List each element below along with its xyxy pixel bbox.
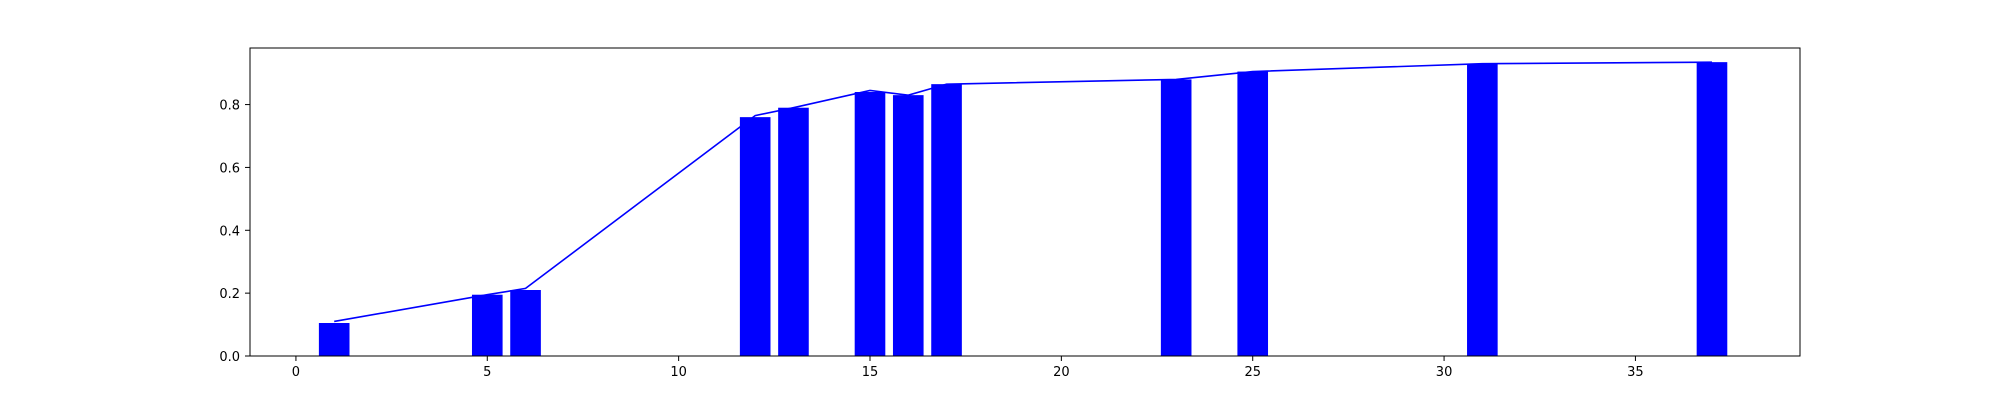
bar: [778, 107, 809, 356]
y-tick-label: 0.0: [219, 350, 240, 365]
y-tick-label: 0.2: [219, 287, 240, 302]
x-tick-label: 0: [292, 365, 300, 380]
y-tick-label: 0.4: [219, 224, 240, 239]
bar: [1696, 62, 1728, 357]
bar: [318, 323, 350, 356]
y-tick-label: 0.6: [219, 161, 240, 176]
bar-series: [318, 62, 1728, 357]
x-tick-label: 35: [1627, 365, 1644, 380]
x-tick-label: 10: [670, 365, 687, 380]
line: [334, 61, 1712, 323]
x-tick-label: 15: [862, 365, 879, 380]
bar: [1160, 79, 1192, 356]
x-tick-label: 5: [483, 365, 491, 380]
bar: [1467, 63, 1498, 356]
x-tick-label: 25: [1244, 365, 1261, 380]
y-tick-label: 0.8: [219, 99, 240, 114]
line-series: [334, 61, 1712, 323]
x-tick-label: 20: [1053, 365, 1070, 380]
x-tick-label: 30: [1436, 365, 1453, 380]
bar: [739, 117, 771, 357]
x-axis: 0 5 10 15 20 25 30 35: [292, 356, 1644, 380]
y-axis: 0.0 0.2 0.4 0.6 0.8: [219, 99, 250, 365]
bar: [510, 290, 541, 356]
bar: [931, 84, 962, 357]
bar: [854, 92, 886, 356]
bar: [471, 294, 503, 356]
bar: [892, 95, 924, 357]
axes-frame: [249, 47, 1801, 357]
bar: [1237, 71, 1269, 357]
